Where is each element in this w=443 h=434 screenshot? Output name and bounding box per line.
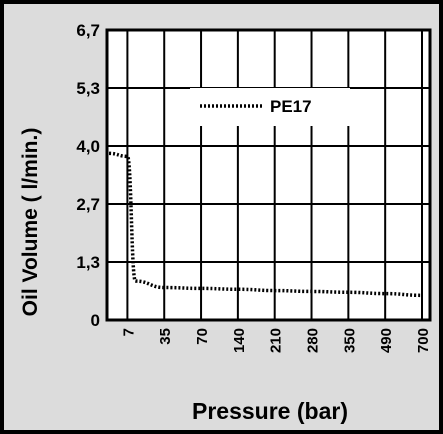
x-tick-label: 35 — [157, 328, 174, 345]
x-tick-label: 350 — [341, 328, 358, 353]
x-tick-label: 280 — [305, 328, 322, 353]
legend-label: PE17 — [270, 97, 312, 116]
y-tick-label: 6,7 — [76, 21, 100, 40]
x-tick-label: 7 — [120, 328, 137, 336]
series-layer — [108, 151, 423, 298]
series-line-pe17 — [108, 151, 423, 298]
y-tick-label: 0 — [91, 311, 100, 330]
y-tick-label: 4,0 — [76, 137, 100, 156]
y-tick-label: 1,3 — [76, 253, 100, 272]
plot-border — [105, 28, 432, 322]
x-axis-label: Pressure (bar) — [192, 398, 348, 424]
x-tick-label: 70 — [194, 328, 211, 345]
grid — [105, 28, 432, 322]
y-tick-labels: 0 1,3 2,7 4,0 5,3 6,7 — [76, 21, 100, 330]
plot-area — [107, 30, 430, 320]
x-tick-labels: 7 35 70 140 210 280 350 490 700 — [120, 328, 432, 353]
x-tick-label: 140 — [231, 328, 248, 353]
legend: PE17 — [190, 88, 350, 126]
y-tick-label: 2,7 — [76, 195, 100, 214]
x-tick-label: 700 — [415, 328, 432, 353]
y-tick-label: 5,3 — [76, 79, 100, 98]
x-tick-label: 210 — [268, 328, 285, 353]
y-axis-label: Oil Volume ( l/min.) — [19, 128, 42, 317]
x-tick-label: 490 — [378, 328, 395, 353]
